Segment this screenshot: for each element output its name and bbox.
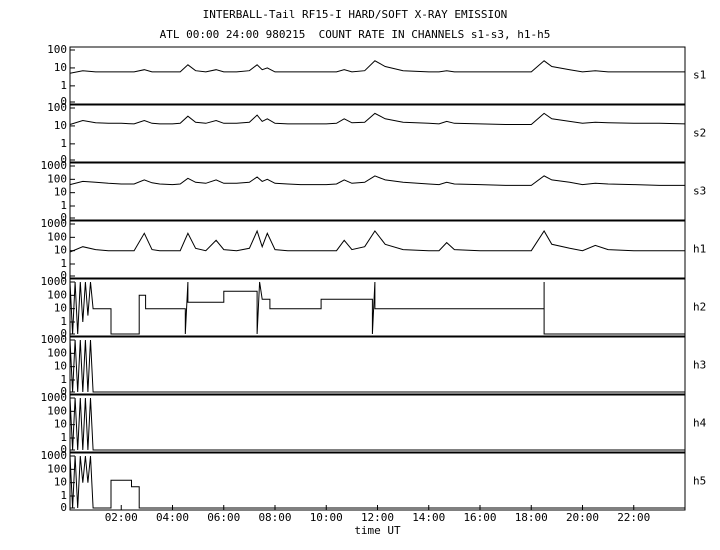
y-tick-label: 0 [60, 501, 67, 514]
y-tick-label: 100 [47, 288, 67, 301]
data-line [69, 60, 685, 74]
y-tick-label: 1 [60, 257, 67, 270]
y-tick-label: 1 [60, 137, 67, 150]
x-axis-label: time UT [354, 524, 401, 537]
data-line [69, 455, 685, 509]
data-line [69, 229, 685, 253]
y-tick-label: 1000 [41, 449, 68, 462]
x-tick-label: 06:00 [207, 511, 240, 524]
x-tick-label: 22:00 [617, 511, 650, 524]
x-tick-label: 08:00 [258, 511, 291, 524]
panel-frame [69, 336, 686, 395]
panel-label: s2 [693, 127, 706, 140]
panel-frame [69, 104, 686, 163]
y-tick-label: 10 [54, 119, 67, 132]
y-tick-label: 100 [47, 404, 67, 417]
x-tick-label: 04:00 [156, 511, 189, 524]
y-tick-label: 1 [60, 489, 67, 502]
x-tick-label: 18:00 [515, 511, 548, 524]
y-tick-label: 1000 [41, 391, 68, 404]
y-tick-label: 10 [54, 244, 67, 257]
chart-title: INTERBALL-Tail RF15-I HARD/SOFT X-RAY EM… [203, 8, 508, 21]
data-line [69, 339, 685, 393]
panel-label: h2 [693, 301, 706, 314]
panel-label: h5 [693, 475, 706, 488]
y-tick-label: 1 [60, 79, 67, 92]
panel-frame [69, 220, 686, 279]
x-tick-label: 12:00 [361, 511, 394, 524]
y-tick-label: 0 [60, 269, 67, 282]
panel-frame [69, 46, 686, 105]
y-tick-label: 10 [54, 302, 67, 315]
data-line [69, 397, 685, 451]
chart-subtitle: ATL 00:00 24:00 980215 COUNT RATE IN CHA… [160, 28, 551, 41]
y-tick-label: 1000 [41, 159, 68, 172]
x-tick-label: 16:00 [463, 511, 496, 524]
y-tick-label: 10 [54, 61, 67, 74]
y-tick-label: 0 [60, 211, 67, 224]
panel-frame [69, 394, 686, 453]
y-tick-label: 10 [54, 418, 67, 431]
y-tick-label: 10 [54, 476, 67, 489]
panel-frame [69, 278, 686, 337]
y-tick-label: 0 [60, 385, 67, 398]
y-tick-label: 1000 [41, 275, 68, 288]
y-tick-label: 100 [47, 230, 67, 243]
panel-label: h4 [693, 417, 707, 430]
x-tick-label: 10:00 [310, 511, 343, 524]
y-tick-label: 0 [60, 153, 67, 166]
y-tick-label: 1 [60, 373, 67, 386]
y-tick-label: 1 [60, 315, 67, 328]
y-tick-label: 100 [47, 346, 67, 359]
data-line [69, 112, 686, 125]
y-tick-label: 10 [54, 186, 67, 199]
data-line [69, 281, 685, 335]
y-tick-label: 1 [60, 199, 67, 212]
y-tick-label: 0 [60, 443, 67, 456]
panel-label: h3 [693, 359, 706, 372]
y-tick-label: 100 [47, 43, 67, 56]
x-tick-label: 14:00 [412, 511, 445, 524]
y-tick-label: 100 [47, 172, 67, 185]
panel-frame [69, 452, 686, 511]
data-line [69, 175, 685, 186]
x-tick-label: 02:00 [105, 511, 138, 524]
panel-label: s3 [693, 185, 706, 198]
panel-label: h1 [693, 243, 706, 256]
y-tick-label: 1000 [41, 333, 68, 346]
y-tick-label: 1000 [41, 217, 68, 230]
y-tick-label: 1 [60, 431, 67, 444]
y-tick-label: 0 [60, 327, 67, 340]
y-tick-label: 100 [47, 462, 67, 475]
x-tick-label: 20:00 [566, 511, 599, 524]
panel-frame [69, 162, 686, 221]
y-tick-label: 100 [47, 101, 67, 114]
panel-label: s1 [693, 69, 706, 82]
y-tick-label: 0 [60, 95, 67, 108]
y-tick-label: 10 [54, 360, 67, 373]
